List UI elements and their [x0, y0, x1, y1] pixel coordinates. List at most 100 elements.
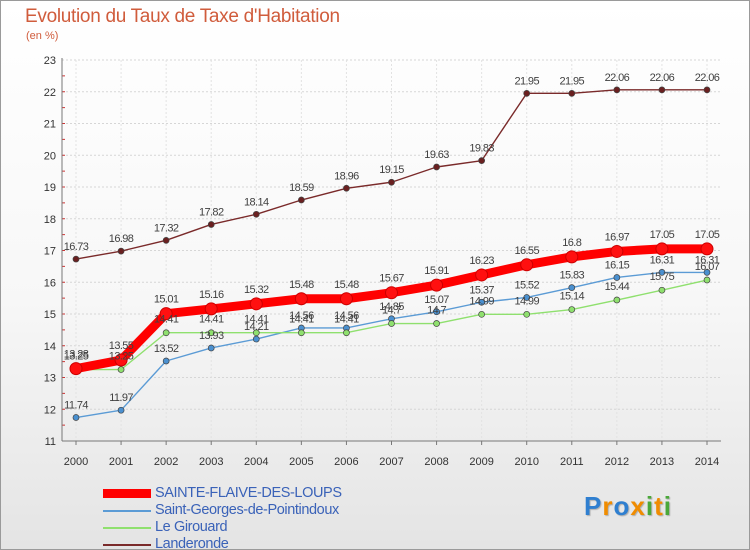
logo-letter: r: [602, 491, 614, 521]
legend-swatch: [103, 544, 151, 546]
data-label: 18.59: [289, 182, 314, 194]
data-point: [613, 274, 621, 281]
data-point: [703, 276, 711, 284]
data-label: 18.14: [244, 196, 269, 208]
legend-label: Landeronde: [155, 536, 229, 550]
legend-label: SAINTE-FLAIVE-DES-LOUPS: [155, 485, 342, 501]
data-label: 14.41: [289, 314, 314, 326]
data-label: 17.05: [650, 229, 675, 241]
data-point: [69, 362, 83, 376]
data-label: 13.25: [64, 351, 89, 363]
data-label: 11.74: [64, 400, 88, 412]
data-label: 15.75: [650, 271, 675, 283]
data-point: [658, 86, 666, 94]
data-point: [388, 178, 395, 186]
y-tick-label: 17: [44, 246, 56, 258]
y-tick-label: 15: [44, 309, 56, 321]
data-label: 16.98: [109, 233, 134, 245]
data-point: [249, 297, 263, 311]
data-point: [658, 269, 666, 276]
x-tick-label: 2014: [695, 456, 719, 468]
data-point: [523, 294, 531, 301]
x-tick-label: 2005: [289, 456, 313, 468]
data-label: 14.41: [199, 314, 224, 326]
data-point: [339, 292, 353, 306]
data-label: 13.52: [154, 343, 179, 355]
data-point: [298, 196, 305, 204]
data-label: 19.15: [379, 164, 404, 176]
data-point: [159, 307, 173, 321]
data-point: [388, 320, 395, 327]
legend-swatch: [103, 510, 151, 512]
x-tick-label: 2003: [199, 456, 223, 468]
logo-letter: i: [663, 491, 672, 521]
data-label: 15.67: [379, 273, 404, 285]
data-label: 14.7: [382, 305, 401, 317]
data-label: 16.31: [650, 254, 675, 266]
data-label: 14.85: [379, 301, 404, 313]
data-label: 14.99: [469, 295, 494, 307]
data-label: 11.97: [109, 392, 133, 404]
data-label: 14.56: [289, 310, 314, 322]
data-label: 15.91: [424, 265, 449, 277]
x-tick-label: 2007: [379, 456, 403, 468]
data-point: [343, 329, 350, 337]
data-point: [162, 236, 170, 244]
logo-letter: P: [584, 491, 603, 521]
data-point: [252, 329, 260, 337]
y-tick-label: 12: [44, 404, 56, 416]
data-point: [385, 286, 398, 300]
logo-letter: x: [630, 491, 646, 521]
data-label: 14.41: [244, 314, 269, 326]
proxiti-logo: Proxiti: [584, 491, 672, 522]
data-point: [117, 366, 125, 373]
x-tick-label: 2012: [605, 456, 629, 468]
x-tick-label: 2000: [64, 456, 88, 468]
data-label: 17.05: [695, 229, 720, 241]
data-point: [703, 86, 711, 94]
data-point: [478, 298, 485, 306]
data-label: 17.32: [154, 222, 179, 234]
data-point: [204, 302, 218, 316]
legend-swatch: [103, 489, 151, 498]
data-point: [523, 310, 531, 318]
data-point: [478, 157, 485, 164]
data-point: [207, 221, 215, 228]
data-point: [72, 255, 80, 263]
data-point: [207, 329, 215, 337]
data-point: [475, 268, 489, 282]
data-label: 15.52: [514, 279, 539, 291]
data-point: [207, 344, 215, 352]
legend-label: Saint-Georges-de-Pointindoux: [155, 502, 339, 518]
data-label: 16.31: [695, 254, 720, 266]
data-point: [114, 353, 128, 367]
data-label: 15.14: [560, 291, 585, 303]
data-point: [72, 414, 80, 421]
data-label: 19.63: [424, 149, 449, 161]
x-tick-label: 2001: [109, 456, 133, 468]
data-point: [658, 286, 666, 294]
data-label: 22.06: [605, 72, 630, 84]
data-point: [655, 242, 669, 256]
x-tick-label: 2009: [469, 456, 493, 468]
data-label: 15.07: [424, 294, 449, 306]
data-label: 16.73: [64, 241, 89, 253]
data-point: [117, 406, 125, 414]
data-label: 15.44: [605, 281, 630, 293]
data-point: [162, 329, 170, 337]
chart-title: Evolution du Taux de Taxe d'Habitation: [25, 6, 340, 27]
data-label: 22.06: [650, 72, 675, 84]
x-tick-label: 2006: [334, 456, 358, 468]
y-tick-label: 20: [44, 150, 56, 162]
data-label: 15.37: [469, 284, 494, 296]
y-tick-label: 21: [44, 119, 56, 131]
data-label: 15.01: [154, 294, 179, 306]
y-tick-label: 13: [44, 373, 56, 385]
data-point: [433, 308, 440, 316]
y-tick-label: 22: [44, 87, 56, 99]
data-label: 13.55: [109, 340, 134, 352]
data-point: [568, 89, 576, 97]
